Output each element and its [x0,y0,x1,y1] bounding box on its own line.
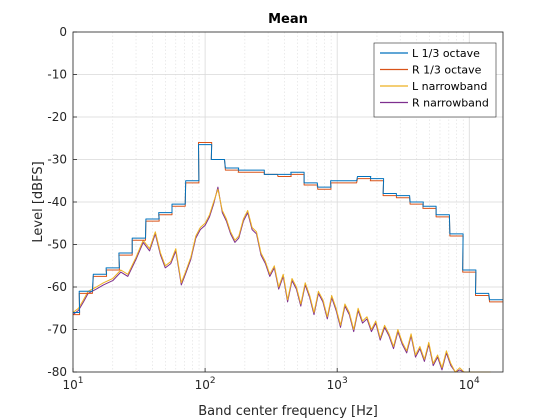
legend: L 1/3 octave R 1/3 octave L narrowband R na… [373,42,497,118]
y-tick-label: -30 [47,153,67,167]
legend-label-r-1-3-octave: R 1/3 octave [412,64,482,77]
y-tick-label: -10 [47,68,67,82]
legend-box [373,42,497,118]
y-tick-label: -50 [47,238,67,252]
legend-label-r-narrowband: R narrowband [412,97,489,110]
series-layer [72,142,503,373]
x-tick-label: 103 [327,376,348,392]
y-tick-label: 0 [59,25,67,39]
y-axis-label: Level [dBFS] [31,161,46,242]
x-tick-label: 102 [195,376,216,392]
x-tick-label: 101 [62,376,83,392]
y-tick-label: -70 [47,323,67,337]
series-line-r-narrowband [72,186,491,373]
y-tick-label: -40 [47,195,67,209]
x-tick-labels: 101 102 103 104 [62,376,480,392]
legend-label-l-1-3-octave: L 1/3 octave [412,47,480,60]
series-line-l-narrowband [72,188,491,373]
y-tick-label: -60 [47,280,67,294]
chart-title: Mean [268,12,308,27]
y-tick-label: -20 [47,110,67,124]
tick-marks [72,31,470,373]
series-line-r-1-3-octave [73,142,503,316]
series-line-l-1-3-octave [73,144,503,313]
x-tick-label: 104 [459,376,480,392]
y-tick-labels: 0 -10 -20 -30 -40 -50 -60 -70 -80 [47,25,67,379]
legend-label-l-narrowband: L narrowband [412,80,487,93]
x-axis-label: Band center frequency [Hz] [198,404,378,419]
y-tick-label: -80 [47,365,67,379]
